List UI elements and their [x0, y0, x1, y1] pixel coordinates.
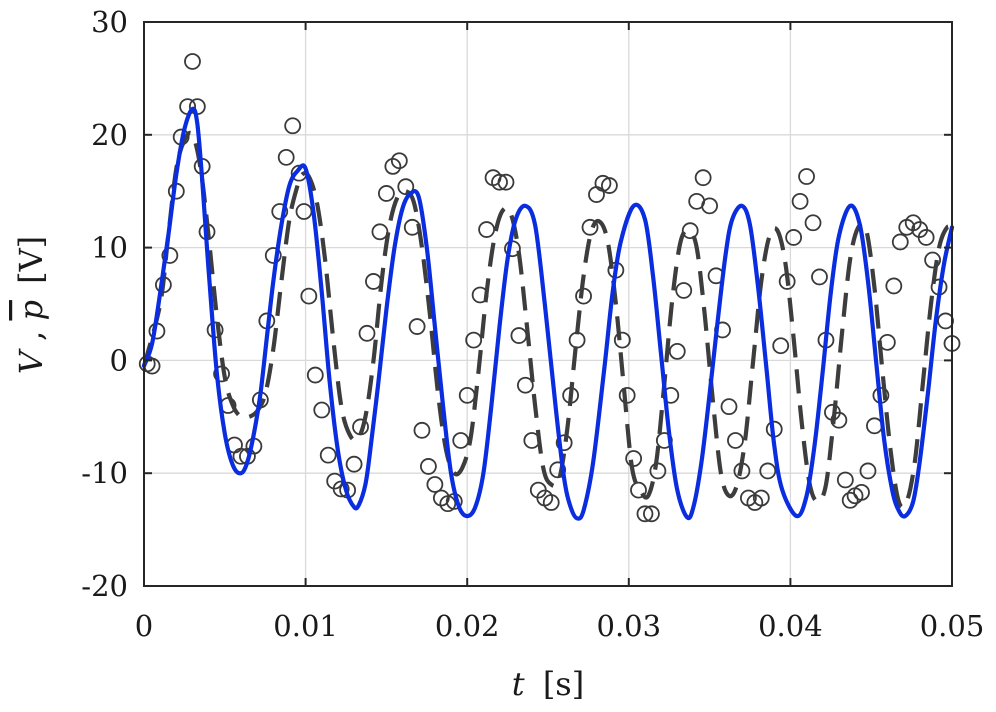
data-point-marker — [358, 324, 376, 342]
data-point-marker — [727, 432, 744, 449]
data-point-marker — [701, 197, 718, 215]
data-point-marker — [377, 185, 395, 202]
data-point-marker — [555, 434, 573, 452]
dashed-series-line — [141, 130, 954, 510]
x-axis-label: t [s] — [512, 665, 584, 703]
data-point-marker — [798, 168, 815, 185]
data-point-marker — [791, 192, 809, 210]
x-tick-label: 0 — [135, 609, 153, 643]
y-tick-label: 10 — [91, 231, 128, 265]
svg-text:V , p [V]: V , p [V] — [12, 236, 50, 374]
y-tick-label: -20 — [81, 569, 128, 603]
data-point-marker — [277, 148, 295, 166]
data-point-marker — [390, 152, 408, 170]
y-tick-label: -10 — [81, 456, 128, 490]
data-point-marker — [601, 177, 618, 194]
x-tick-label: 0.04 — [758, 609, 823, 643]
data-point-marker — [264, 247, 282, 264]
data-point-marker — [397, 178, 415, 196]
data-point-marker — [830, 411, 848, 429]
data-point-marker — [284, 117, 302, 135]
y-tick-label: 0 — [110, 343, 128, 377]
data-point-marker — [885, 277, 903, 295]
data-point-marker — [643, 505, 660, 523]
data-point-marker — [804, 214, 822, 232]
data-point-marker — [675, 282, 693, 299]
data-point-marker — [271, 203, 289, 220]
data-point-marker — [681, 222, 699, 240]
data-point-marker — [668, 342, 686, 360]
data-point-marker — [694, 169, 712, 187]
data-point-marker — [917, 229, 935, 246]
x-tick-label: 0.01 — [273, 609, 338, 643]
data-point-marker — [332, 480, 350, 498]
x-axis-unit: [s] — [543, 665, 584, 703]
data-point-marker — [465, 331, 483, 349]
data-point-marker — [937, 312, 954, 330]
y-tick-label: 30 — [91, 5, 128, 39]
data-point-marker — [752, 489, 770, 507]
data-point-marker — [613, 331, 631, 349]
data-point-marker — [426, 476, 444, 493]
y-axis-label: V , p [V] — [12, 236, 50, 374]
y-axis-unit: [V] — [12, 236, 50, 284]
x-tick-label: 0.05 — [920, 609, 985, 643]
data-point-marker — [836, 471, 854, 489]
data-point-marker — [549, 461, 567, 479]
tick-marks — [143, 21, 953, 587]
data-point-marker — [352, 418, 369, 436]
data-point-marker — [161, 247, 179, 264]
x-tick-label: 0.02 — [435, 609, 500, 643]
data-point-marker — [413, 421, 431, 439]
data-point-marker — [491, 173, 508, 191]
data-point-marker — [408, 318, 426, 335]
data-point-marker — [300, 287, 318, 305]
data-point-marker — [759, 462, 777, 480]
data-point-marker — [720, 398, 738, 416]
y-axis-separator: , — [12, 321, 50, 341]
data-point-marker — [345, 455, 363, 473]
series-layer — [138, 53, 961, 523]
data-point-marker — [811, 268, 828, 286]
data-point-marker — [785, 229, 803, 246]
x-tick-labels: 0 0.01 0.02 0.03 0.04 0.05 — [135, 609, 985, 643]
data-point-marker — [891, 233, 909, 251]
data-point-marker — [581, 218, 599, 236]
solid-series-line — [141, 106, 955, 521]
data-point-marker — [184, 53, 201, 70]
y-tick-label: 20 — [91, 118, 128, 152]
data-point-marker — [636, 505, 654, 523]
data-point-marker — [319, 446, 337, 464]
data-point-marker — [630, 481, 647, 499]
data-point-marker — [306, 366, 324, 384]
grid-lines — [143, 21, 953, 587]
data-point-marker — [497, 173, 515, 191]
y-tick-labels: -20 -10 0 10 20 30 — [81, 5, 128, 603]
data-point-marker — [772, 337, 790, 355]
data-point-marker — [313, 401, 331, 419]
plot-frame — [143, 21, 953, 587]
data-point-marker — [924, 251, 942, 269]
data-point-marker — [853, 483, 870, 501]
y-axis-variable-v: V — [12, 348, 50, 374]
x-axis-variable: t — [512, 665, 525, 703]
y-axis-variable-p: p — [12, 300, 50, 320]
data-point-marker — [420, 458, 437, 475]
data-point-marker — [542, 494, 560, 511]
x-tick-label: 0.03 — [597, 609, 662, 643]
data-point-marker — [859, 462, 877, 480]
data-point-marker — [841, 491, 859, 509]
data-point-marker — [516, 376, 534, 394]
